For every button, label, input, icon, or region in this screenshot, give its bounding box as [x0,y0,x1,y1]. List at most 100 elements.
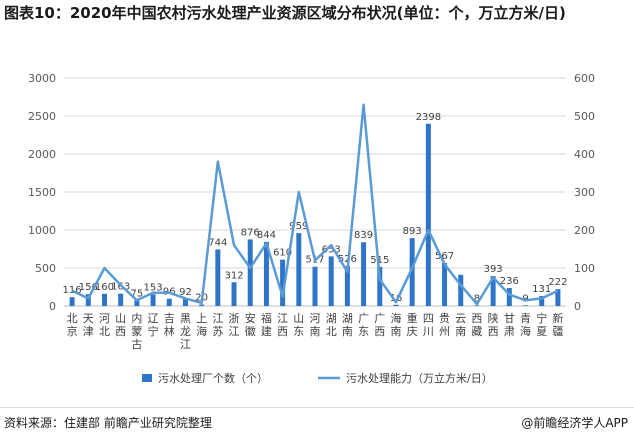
bar-data-label: 236 [500,276,519,287]
bar [425,123,431,306]
bar-data-label: 312 [224,270,243,281]
category-label: 江苏 [212,312,223,338]
bar-data-label: 160 [95,282,114,293]
bar [344,266,350,306]
bar [199,304,205,306]
bar [555,289,561,306]
right-axis-tick-label: 200 [574,224,595,237]
bar [182,299,188,306]
bar-data-label: 959 [289,221,308,232]
bar [361,242,367,306]
bar-data-label: 153 [144,282,163,293]
category-label: 福建 [261,311,272,338]
category-label: 广东 [358,312,369,338]
right-axis-tick-label: 300 [574,186,595,199]
capacity-line [71,103,559,306]
bar-data-label: 2398 [416,112,441,123]
line-series [71,103,559,306]
legend-line-label: 污水处理能力（万立方米/日） [346,371,493,385]
bar-data-label: 116 [63,285,82,296]
bar [474,305,480,306]
bar [166,298,172,306]
source-note: 资料来源：住建部 前瞻产业研究院整理 [4,416,212,430]
category-label: 陕西 [488,311,499,338]
bar-data-label: 893 [403,226,422,237]
bar-data-label: 393 [484,264,503,275]
gridlines [64,77,566,269]
bar [506,288,512,306]
bar-data-label: 222 [548,277,567,288]
bar-data-label: 16 [390,293,403,304]
bar [231,282,237,306]
bar [85,294,91,306]
right-axis-ticks: 0 100 200 300 400 500 600 [574,72,595,313]
bar [539,296,545,306]
category-label: 河北 [99,312,110,338]
bar [101,293,107,306]
left-axis-tick-label: 1500 [28,186,56,199]
bar [118,293,124,306]
category-labels: 北京天津河北山西内蒙古辽宁吉林黑龙江上海江苏浙江安徽福建江西山东河南湖北湖南广东… [67,311,564,351]
bar-data-label: 744 [208,237,227,248]
category-label: 新疆 [552,311,563,338]
bar [69,297,75,306]
bar-data-label: 653 [322,244,341,255]
bar [393,304,399,306]
bar [328,256,334,306]
right-axis-tick-label: 100 [574,262,595,275]
left-axis-tick-label: 2500 [28,110,56,123]
category-label: 黑龙江 [180,312,191,351]
category-label: 湖南 [342,312,353,338]
category-label: 甘肃 [504,312,515,338]
category-label: 宁夏 [536,311,547,338]
bar-data-label: 567 [435,251,454,262]
bar [442,262,448,306]
bar [247,239,253,306]
bar [490,276,496,306]
category-label: 山东 [293,312,304,338]
bar [150,294,156,306]
bar-data-label: 876 [241,227,260,238]
left-axis-tick-label: 2000 [28,148,56,161]
footer-divider [0,407,634,408]
bar-data-label: 75 [131,288,144,299]
brand-watermark-text: @前瞻经济学人APP [521,416,628,430]
bar [523,305,529,306]
category-label: 海南 [390,311,401,338]
right-axis-tick-label: 0 [574,300,581,313]
left-axis-tick-label: 0 [49,300,56,313]
category-label: 广西 [374,312,385,338]
bar [263,241,269,306]
bar-data-label: 92 [179,287,192,298]
category-label: 贵州 [439,312,450,338]
category-label: 江西 [277,312,288,338]
category-label: 山西 [115,312,126,338]
category-label: 青海 [520,312,531,338]
bar-data-label: 131 [532,284,551,295]
bar [377,266,383,306]
bar [458,274,464,306]
category-label: 浙江 [229,312,240,338]
bar-data-label: 839 [354,230,373,241]
right-axis-tick-label: 600 [574,72,595,85]
category-label: 安徽 [245,311,256,338]
bar [215,249,221,306]
bar [280,259,286,306]
right-axis-tick-label: 500 [574,110,595,123]
bar [409,238,415,306]
bar-data-label: 610 [273,248,292,259]
bar-series [69,123,561,306]
bar-data-label: 9 [522,293,528,304]
category-label: 四川 [423,312,434,338]
bar-data-label: 163 [111,282,130,293]
bar [296,233,302,306]
left-axis-tick-label: 1000 [28,224,56,237]
left-axis-tick-label: 3000 [28,72,56,85]
category-label: 湖北 [326,312,337,338]
bar [134,300,140,306]
legend: 污水处理厂个数（个） 污水处理能力（万立方米/日） [142,371,493,385]
category-label: 西藏 [471,312,482,338]
chart-title: 图表10：2020年中国农村污水处理产业资源区域分布状况(单位：个，万立方米/日… [4,4,566,22]
category-label: 河南 [310,312,321,338]
